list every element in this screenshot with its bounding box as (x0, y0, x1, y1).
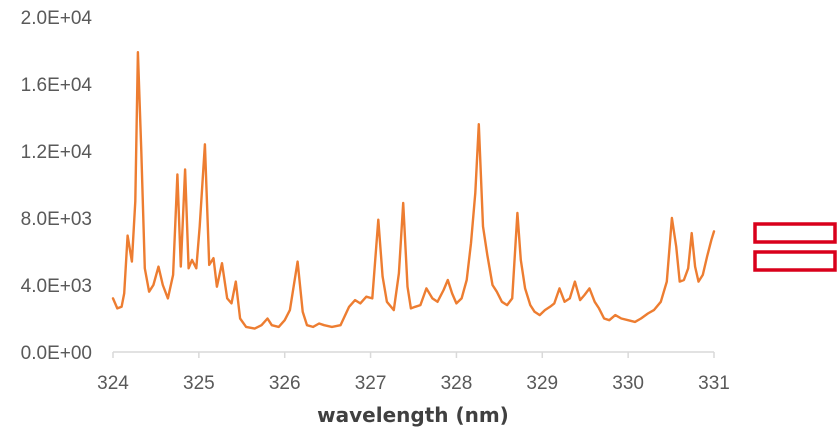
x-tick-label: 331 (698, 373, 730, 394)
x-tick-label: 325 (183, 373, 215, 394)
y-tick-label: 0.0E+00 (21, 343, 92, 364)
x-tick-labels: 324 325 326 327 328 329 330 331 (97, 373, 730, 394)
legend (753, 222, 837, 272)
y-tick-labels: 0.0E+00 4.0E+03 8.0E+03 1.2E+04 1.6E+04 2.0E+… (21, 8, 93, 364)
legend-marker (753, 250, 837, 272)
y-tick-label: 2.0E+04 (21, 8, 93, 29)
series-line (111, 51, 716, 330)
x-tick-label: 326 (269, 373, 301, 394)
y-tick-label: 1.6E+04 (21, 75, 93, 96)
legend-marker (753, 222, 837, 244)
x-ticks (112, 352, 715, 358)
x-tick-label: 327 (355, 373, 387, 394)
x-axis-title: wavelength (nm) (317, 403, 509, 427)
y-tick-label: 4.0E+03 (21, 276, 92, 297)
x-tick-label: 329 (526, 373, 558, 394)
y-tick-label: 8.0E+03 (21, 209, 92, 230)
x-tick-label: 328 (441, 373, 473, 394)
x-tick-label: 330 (612, 373, 644, 394)
x-tick-label: 324 (97, 373, 129, 394)
y-tick-label: 1.2E+04 (21, 142, 93, 163)
